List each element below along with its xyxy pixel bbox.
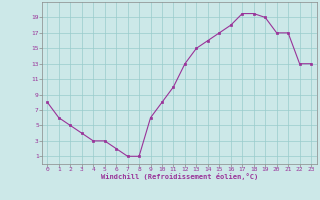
- X-axis label: Windchill (Refroidissement éolien,°C): Windchill (Refroidissement éolien,°C): [100, 173, 258, 180]
